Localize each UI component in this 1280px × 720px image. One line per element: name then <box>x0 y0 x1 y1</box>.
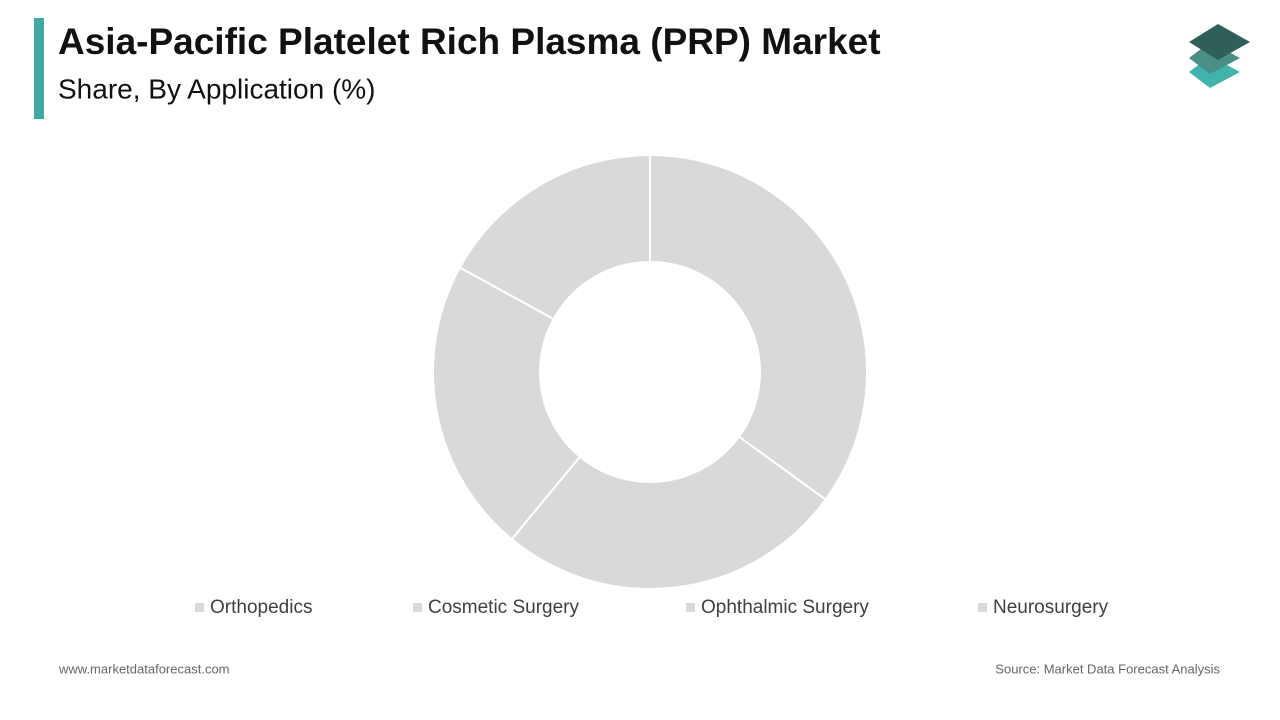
chart-title: Asia-Pacific Platelet Rich Plasma (PRP) … <box>58 21 881 62</box>
footer-right: Source: Market Data Forecast Analysis <box>995 661 1220 676</box>
legend-marker <box>978 603 987 612</box>
legend-marker <box>686 603 695 612</box>
legend-label: Cosmetic Surgery <box>428 597 579 618</box>
legend-marker <box>195 603 204 612</box>
legend-label: Ophthalmic Surgery <box>701 597 869 618</box>
logo <box>1189 24 1250 88</box>
donut-slice <box>432 266 582 541</box>
donut-slice <box>510 435 827 590</box>
legend-marker <box>413 603 422 612</box>
legend-label: Neurosurgery <box>993 597 1109 618</box>
accent-bar <box>34 18 44 119</box>
legend-label: Orthopedics <box>210 597 312 618</box>
footer-left: www.marketdataforecast.com <box>58 661 230 676</box>
chart-subtitle: Share, By Application (%) <box>58 73 376 104</box>
donut-slice <box>649 153 868 501</box>
donut-slice <box>458 153 651 321</box>
